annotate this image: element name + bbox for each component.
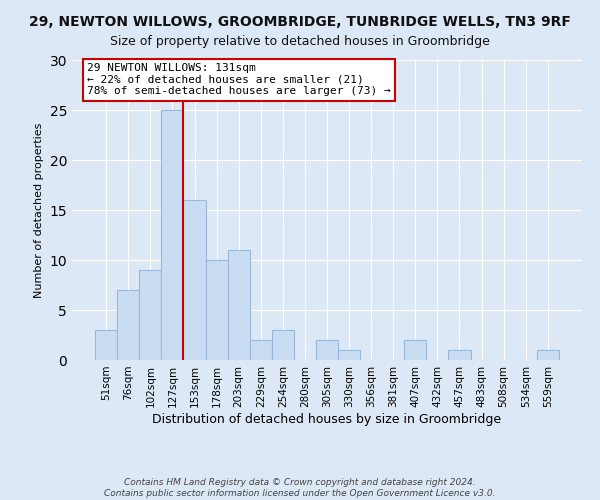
Text: 29, NEWTON WILLOWS, GROOMBRIDGE, TUNBRIDGE WELLS, TN3 9RF: 29, NEWTON WILLOWS, GROOMBRIDGE, TUNBRID…	[29, 15, 571, 29]
Bar	[272, 330, 294, 360]
Bar	[227, 250, 250, 360]
Bar	[95, 330, 117, 360]
Bar	[139, 270, 161, 360]
Bar	[117, 290, 139, 360]
Bar	[184, 200, 206, 360]
Bar	[250, 340, 272, 360]
Text: Contains HM Land Registry data © Crown copyright and database right 2024.
Contai: Contains HM Land Registry data © Crown c…	[104, 478, 496, 498]
Text: Size of property relative to detached houses in Groombridge: Size of property relative to detached ho…	[110, 35, 490, 48]
Bar	[338, 350, 360, 360]
Y-axis label: Number of detached properties: Number of detached properties	[34, 122, 44, 298]
Bar	[161, 110, 184, 360]
Text: 29 NEWTON WILLOWS: 131sqm
← 22% of detached houses are smaller (21)
78% of semi-: 29 NEWTON WILLOWS: 131sqm ← 22% of detac…	[88, 63, 391, 96]
Bar	[404, 340, 427, 360]
Bar	[537, 350, 559, 360]
Bar	[316, 340, 338, 360]
X-axis label: Distribution of detached houses by size in Groombridge: Distribution of detached houses by size …	[152, 412, 502, 426]
Bar	[448, 350, 470, 360]
Bar	[206, 260, 227, 360]
